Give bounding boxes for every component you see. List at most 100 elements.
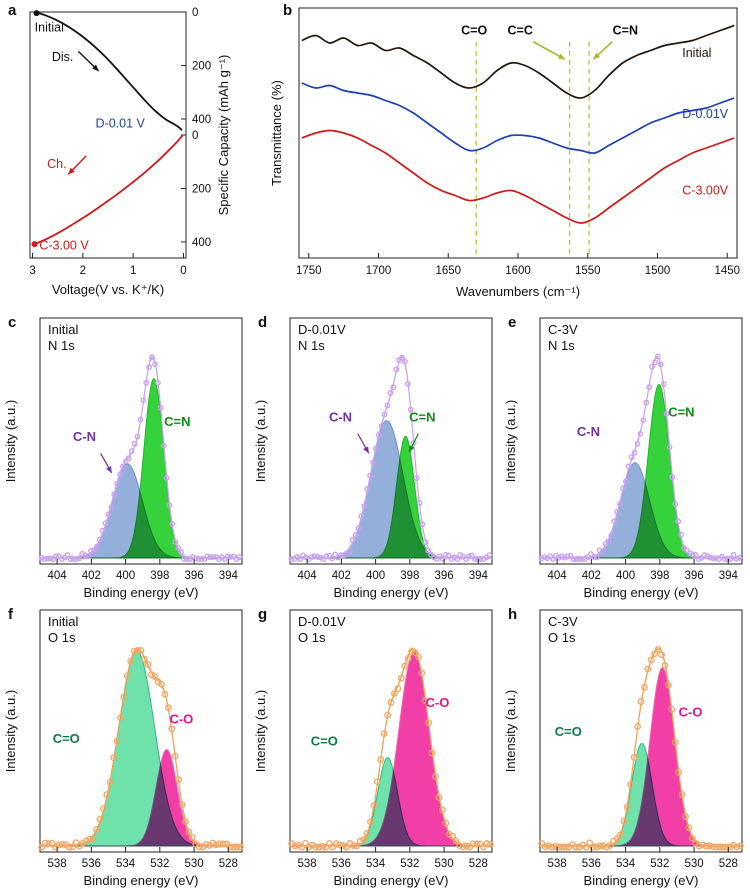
svg-text:536: 536 — [332, 858, 351, 870]
panel-e: e 404 402 400 398 396 394 Binding energy (eV) I… — [500, 312, 750, 604]
svg-text:Initial: Initial — [48, 614, 78, 629]
svg-text:530: 530 — [684, 858, 703, 870]
svg-text:Initial: Initial — [35, 21, 64, 35]
data-markers — [538, 645, 744, 851]
svg-text:Binding energy (eV): Binding energy (eV) — [584, 873, 699, 888]
chart-xps-o1s-initial: 538 536 534 532 530 528 Binding energy (eV) Int… — [3, 609, 244, 888]
svg-text:400: 400 — [616, 570, 635, 582]
svg-text:Initial: Initial — [48, 322, 78, 337]
svg-text:C-O: C-O — [169, 712, 193, 727]
svg-text:534: 534 — [616, 858, 636, 870]
svg-text:532: 532 — [150, 858, 169, 870]
svg-text:530: 530 — [184, 858, 203, 870]
svg-text:Intensity (a.u.): Intensity (a.u.) — [3, 400, 18, 482]
svg-text:C-N: C-N — [73, 429, 96, 444]
svg-text:1650: 1650 — [435, 265, 461, 277]
panel-d: d 404 402 400 398 396 394 Binding energy (eV) I… — [250, 312, 500, 604]
svg-text:396: 396 — [184, 570, 203, 582]
svg-text:C-3V: C-3V — [548, 614, 578, 629]
svg-text:D-0.01V: D-0.01V — [682, 107, 729, 121]
series-Charge — [34, 134, 184, 246]
svg-text:1700: 1700 — [366, 265, 392, 277]
chart-xps-o1s-charged: 538 536 534 532 530 528 Binding energy (eV) Int… — [503, 609, 744, 888]
plot-frame — [29, 11, 187, 259]
svg-text:Intensity (a.u.): Intensity (a.u.) — [3, 690, 18, 772]
svg-text:402: 402 — [82, 570, 101, 582]
svg-text:532: 532 — [650, 858, 669, 870]
chart-ftir-spectra: 1750 1700 1650 1600 1550 1500 1450 Wavenumbers … — [269, 7, 740, 299]
svg-text:D-0.01V: D-0.01V — [298, 614, 346, 629]
data-markers — [288, 354, 493, 562]
svg-text:400: 400 — [366, 570, 385, 582]
svg-text:394: 394 — [719, 570, 739, 582]
svg-text:C=O: C=O — [53, 731, 80, 746]
svg-text:D-0.01 V: D-0.01 V — [96, 117, 146, 131]
svg-text:Voltage(V vs. K⁺/K): Voltage(V vs. K⁺/K) — [52, 282, 164, 297]
panel-letter-c: c — [8, 314, 17, 331]
svg-text:Initial: Initial — [682, 46, 711, 60]
panel-c: c 404 402 400 398 396 394 Binding energy (eV) I… — [0, 312, 250, 604]
svg-text:394: 394 — [219, 570, 239, 582]
svg-text:532: 532 — [400, 858, 419, 870]
svg-text:Binding energy (eV): Binding energy (eV) — [584, 585, 699, 600]
series-D-0.01V — [301, 82, 735, 155]
svg-text:538: 538 — [548, 858, 567, 870]
svg-text:C=C: C=C — [508, 23, 533, 37]
svg-text:C=N: C=N — [668, 404, 694, 419]
panel-h: h 538 536 534 532 530 528 Binding energy (eV) I… — [500, 604, 750, 892]
svg-text:N 1s: N 1s — [48, 338, 75, 353]
svg-text:N 1s: N 1s — [298, 338, 325, 353]
chart-xps-o1s-discharged: 538 536 534 532 530 528 Binding energy (eV) Int… — [253, 609, 494, 888]
chart-xps-n1s-initial: 404 402 400 398 396 394 Binding energy (eV) Int… — [3, 317, 243, 600]
svg-text:396: 396 — [434, 570, 453, 582]
endpoint-marker — [33, 10, 40, 17]
svg-text:400: 400 — [192, 114, 211, 126]
series-Discharge — [36, 11, 183, 131]
svg-text:2: 2 — [80, 265, 86, 277]
svg-text:398: 398 — [150, 570, 169, 582]
svg-text:O 1s: O 1s — [48, 630, 76, 645]
svg-text:Binding energy (eV): Binding energy (eV) — [84, 873, 199, 888]
svg-text:Dis.: Dis. — [52, 50, 74, 64]
svg-text:0: 0 — [192, 130, 198, 142]
panel-letter-g: g — [258, 606, 268, 623]
data-markers — [538, 353, 743, 562]
svg-text:C-O: C-O — [426, 695, 450, 710]
chart-xps-n1s-discharged: 404 402 400 398 396 394 Binding energy (eV) Int… — [253, 317, 493, 600]
svg-text:Binding energy (eV): Binding energy (eV) — [334, 873, 449, 888]
svg-text:C-3.00 V: C-3.00 V — [39, 238, 89, 252]
svg-text:Transmittance (%): Transmittance (%) — [269, 80, 284, 186]
svg-text:528: 528 — [219, 858, 238, 870]
svg-text:C-N: C-N — [577, 424, 600, 439]
svg-text:538: 538 — [48, 858, 67, 870]
svg-text:C-3.00V: C-3.00V — [682, 183, 729, 197]
svg-text:200: 200 — [192, 183, 211, 195]
svg-text:Ch.: Ch. — [47, 157, 66, 171]
svg-text:398: 398 — [650, 570, 669, 582]
svg-text:404: 404 — [548, 570, 568, 582]
svg-text:398: 398 — [400, 570, 419, 582]
panel-g: g 538 536 534 532 530 528 Binding energy (eV) I… — [250, 604, 500, 892]
svg-text:536: 536 — [82, 858, 101, 870]
svg-text:C=N: C=N — [164, 414, 190, 429]
panel-f: f 538 536 534 532 530 528 Binding energy (eV) I… — [0, 604, 250, 892]
panel-letter-e: e — [508, 314, 517, 331]
data-markers — [38, 647, 244, 851]
svg-text:1500: 1500 — [645, 265, 671, 277]
panel-letter-b: b — [283, 2, 293, 19]
svg-text:Binding energy (eV): Binding energy (eV) — [84, 585, 199, 600]
svg-text:402: 402 — [332, 570, 351, 582]
svg-text:530: 530 — [434, 858, 453, 870]
svg-text:C-N: C-N — [329, 409, 352, 424]
panel-a: a 3 2 1 0 0 200 400 0 200 400 Voltage(V vs. K⁺/K) S… — [0, 0, 235, 312]
panel-letter-d: d — [258, 314, 268, 331]
svg-text:Wavenumbers (cm⁻¹): Wavenumbers (cm⁻¹) — [456, 284, 580, 299]
svg-text:536: 536 — [582, 858, 601, 870]
svg-text:C=O: C=O — [311, 734, 338, 749]
svg-text:1450: 1450 — [714, 265, 740, 277]
svg-text:528: 528 — [719, 858, 738, 870]
panel-letter-h: h — [508, 606, 518, 623]
svg-text:C-O: C-O — [679, 704, 703, 719]
data-markers — [38, 354, 243, 562]
